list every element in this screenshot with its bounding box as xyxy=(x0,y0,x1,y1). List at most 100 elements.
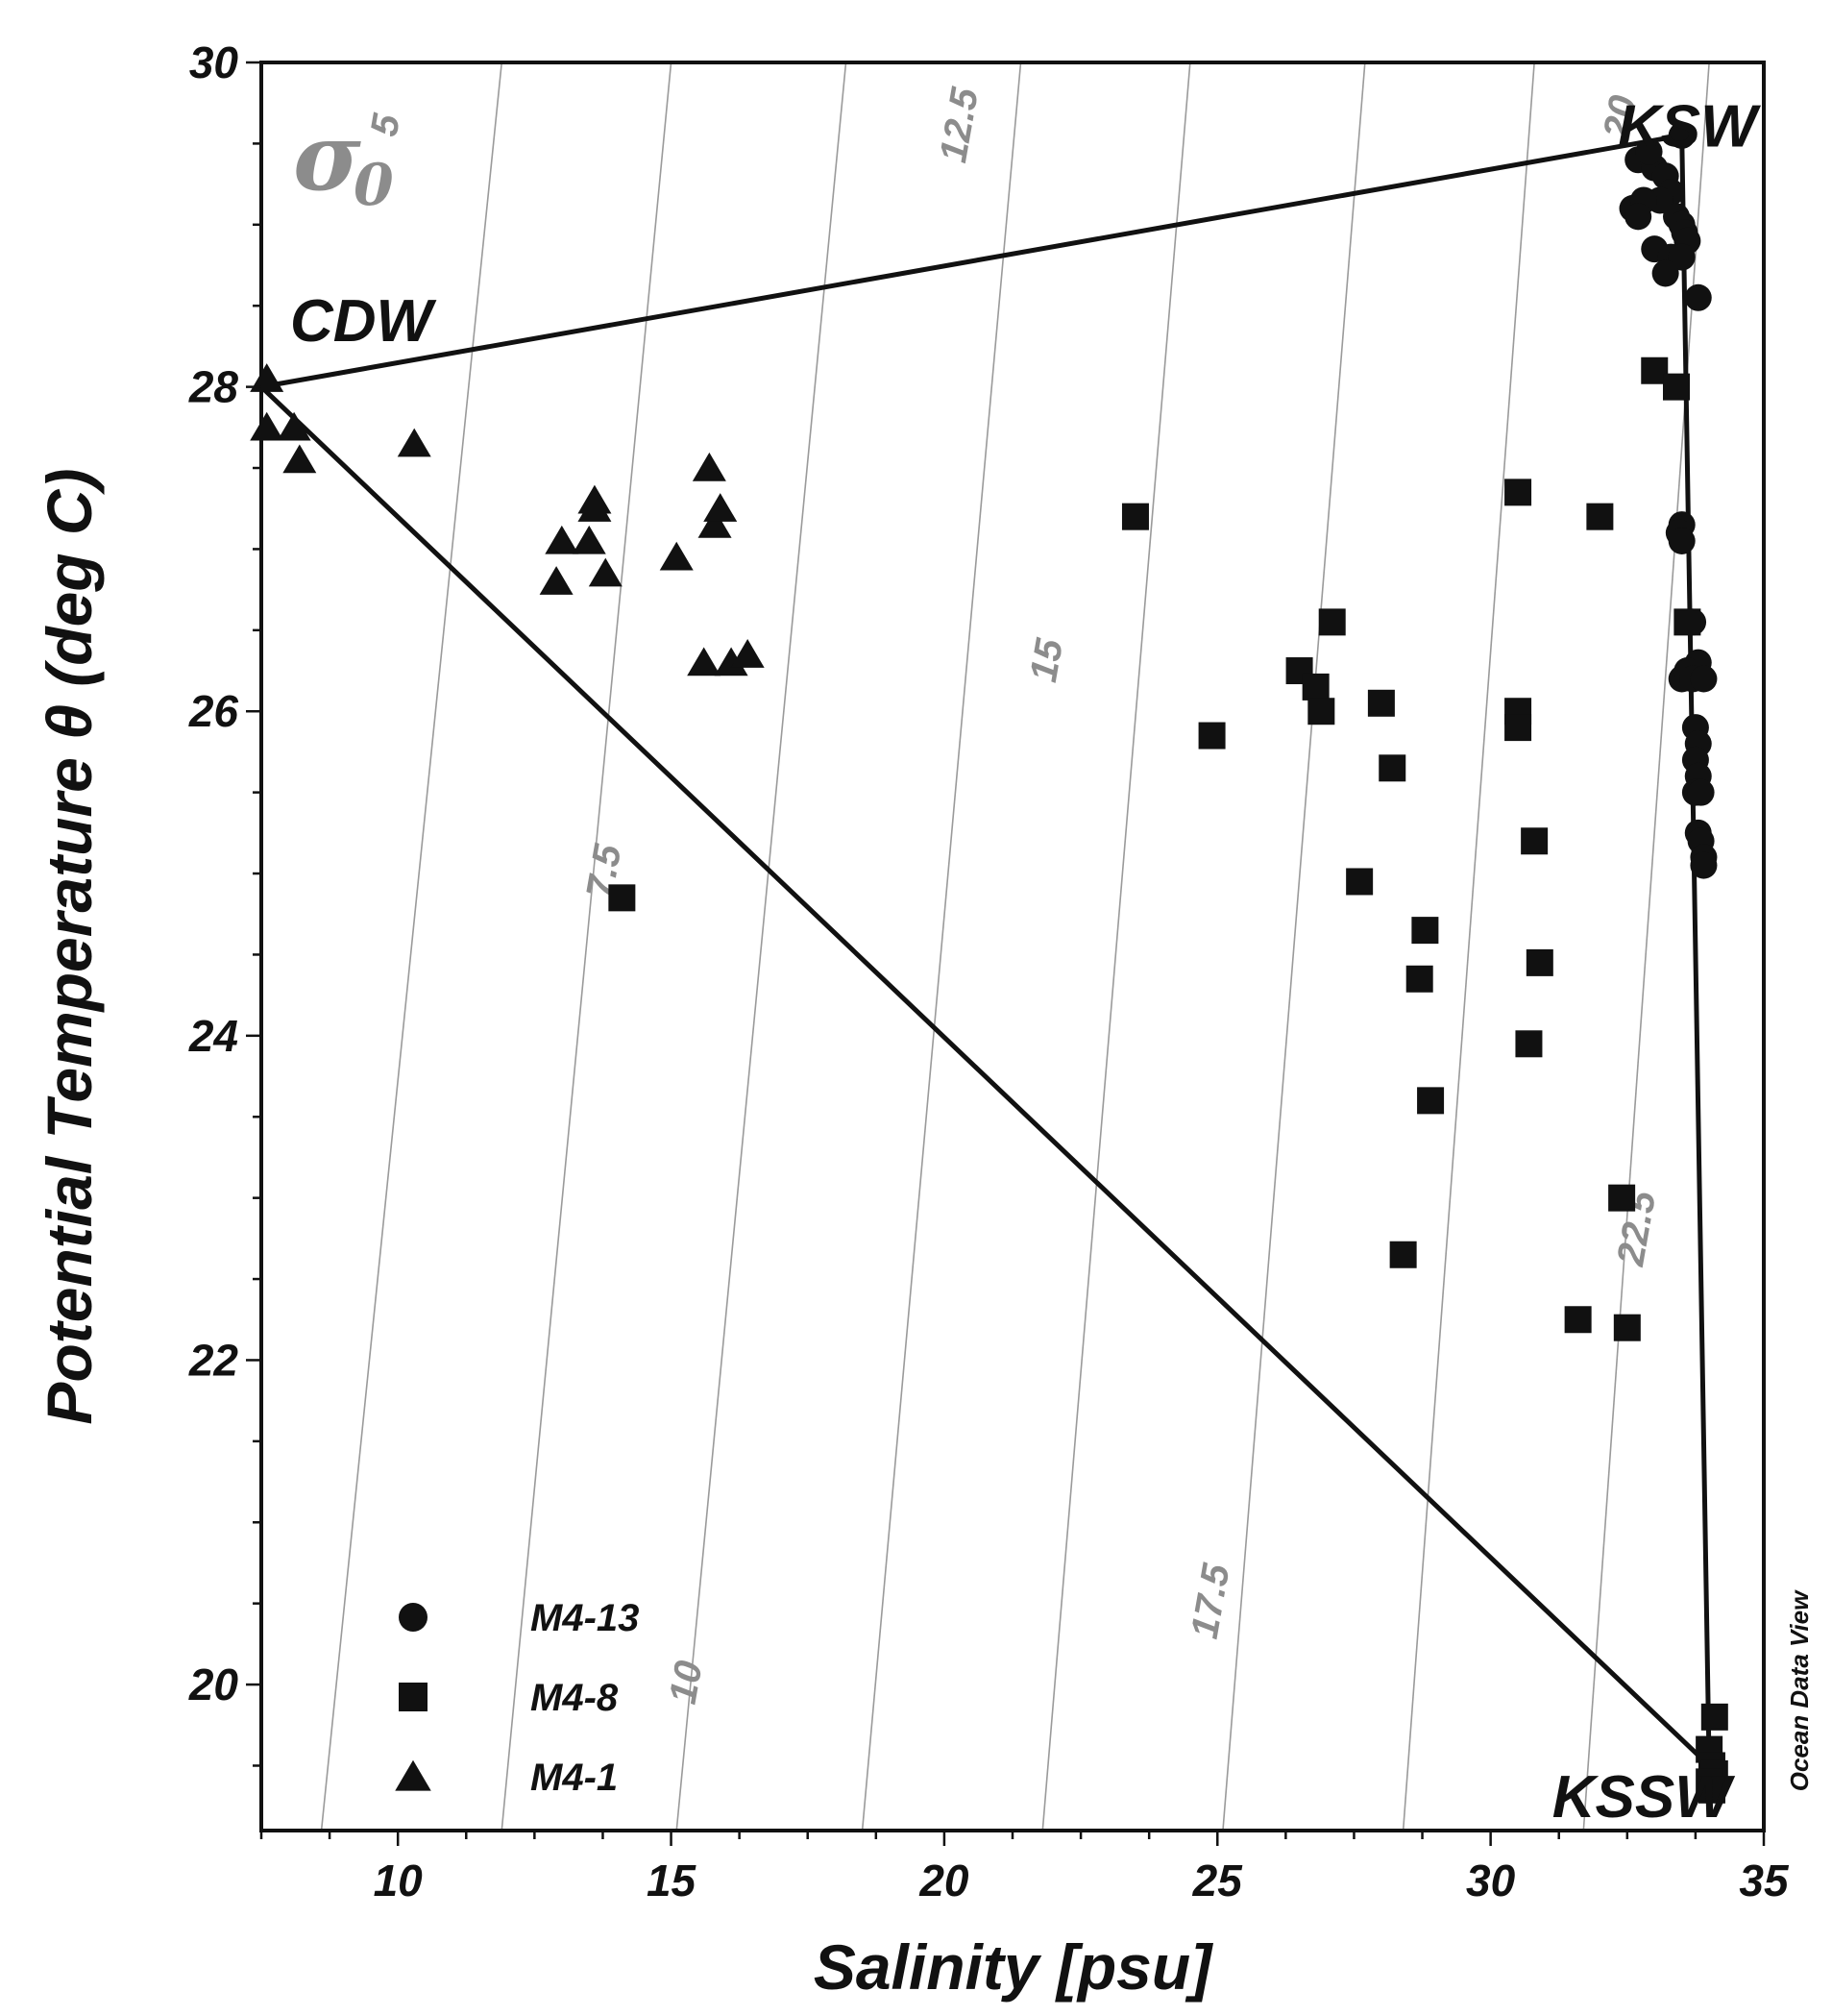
data-point xyxy=(1121,503,1149,530)
data-point xyxy=(697,509,732,538)
density-contour-1 xyxy=(501,62,672,1831)
water-mass-cdw: CDW xyxy=(290,288,437,355)
y-axis-ticks: 20 22 24 26 28 30 xyxy=(188,37,261,1767)
density-contour-label: 15 xyxy=(1022,635,1071,685)
legend-label: M4-8 xyxy=(530,1677,619,1719)
sigma-subscript: 0 xyxy=(354,152,394,219)
y-tick-label: 30 xyxy=(189,37,239,87)
data-point xyxy=(1586,503,1614,530)
data-point xyxy=(659,541,694,571)
density-contour-2 xyxy=(675,62,847,1831)
legend-marker xyxy=(399,1603,427,1632)
legend-item-M4-13: M4-13 xyxy=(399,1597,639,1639)
x-tick-label: 25 xyxy=(1192,1856,1244,1905)
data-point xyxy=(687,647,721,676)
density-contour-label: 10 xyxy=(662,1658,711,1707)
mixing-triangle xyxy=(259,133,1712,1768)
data-point xyxy=(1608,1184,1636,1212)
sigma-density-label: σ 0 xyxy=(293,103,394,219)
data-point xyxy=(730,639,765,668)
data-point xyxy=(1690,851,1718,879)
data-point xyxy=(1367,689,1395,717)
series-M4-8 xyxy=(608,356,1728,1804)
data-point xyxy=(1389,1241,1417,1268)
series-M4-1 xyxy=(250,363,765,676)
density-contour-lines xyxy=(320,62,1764,1831)
data-point xyxy=(250,363,284,392)
data-point xyxy=(703,493,738,522)
data-points xyxy=(250,121,1728,1804)
data-point xyxy=(1651,259,1679,287)
x-axis-title: Salinity [psu] xyxy=(814,1931,1213,2003)
data-point xyxy=(588,557,623,587)
data-point xyxy=(1379,754,1406,782)
density-contour-label: 20 xyxy=(1596,92,1645,142)
legend-marker xyxy=(395,1759,431,1791)
water-mass-labels: CDW KSW KSSW xyxy=(290,94,1761,1832)
data-point xyxy=(1684,283,1712,311)
data-point xyxy=(1687,778,1715,806)
x-tick-label: 30 xyxy=(1466,1856,1516,1905)
data-point xyxy=(545,525,579,554)
data-point xyxy=(250,411,284,441)
data-point xyxy=(1307,698,1335,725)
x-tick-label: 35 xyxy=(1739,1856,1790,1905)
sigma-symbol: σ xyxy=(293,103,361,211)
data-point xyxy=(1668,243,1696,271)
density-contour-0 xyxy=(320,62,503,1831)
data-point xyxy=(1411,917,1439,945)
data-point xyxy=(1673,608,1701,636)
data-point xyxy=(1564,1306,1592,1334)
data-point xyxy=(1613,1314,1641,1341)
density-contour-6 xyxy=(1402,62,1535,1831)
density-contour-4 xyxy=(1041,62,1191,1831)
data-point xyxy=(1635,137,1663,165)
legend-item-M4-8: M4-8 xyxy=(399,1677,619,1719)
data-point xyxy=(282,444,317,474)
density-contour-5 xyxy=(1222,62,1366,1831)
x-tick-label: 10 xyxy=(374,1856,424,1905)
legend-item-M4-1: M4-1 xyxy=(395,1757,618,1799)
data-point xyxy=(608,884,636,912)
mixing-line xyxy=(259,133,1712,1768)
data-point xyxy=(692,452,726,481)
data-point xyxy=(1698,1776,1725,1804)
legend: M4-13 M4-8 M4-1 xyxy=(395,1597,639,1799)
x-tick-label: 20 xyxy=(918,1856,969,1905)
data-point xyxy=(1521,827,1549,855)
data-point xyxy=(1515,1030,1543,1058)
data-point xyxy=(539,566,574,595)
data-point xyxy=(1198,722,1226,750)
data-point xyxy=(1668,121,1696,149)
x-tick-label: 15 xyxy=(647,1856,697,1905)
data-point xyxy=(1302,673,1330,701)
data-point xyxy=(1663,373,1691,401)
data-point xyxy=(714,647,748,676)
data-point xyxy=(1526,948,1553,976)
legend-label: M4-1 xyxy=(530,1757,618,1799)
y-tick-label: 26 xyxy=(188,686,239,736)
legend-label: M4-13 xyxy=(530,1597,639,1639)
ocean-data-view-watermark: Ocean Data View xyxy=(1785,1589,1814,1791)
data-point xyxy=(1417,1087,1445,1115)
y-tick-label: 28 xyxy=(188,362,239,412)
data-point xyxy=(1318,608,1346,636)
data-point xyxy=(1346,868,1374,896)
data-point xyxy=(1504,714,1532,742)
series-M4-13 xyxy=(1619,121,1718,879)
density-contour-3 xyxy=(861,62,1022,1831)
data-point xyxy=(1700,1703,1728,1731)
y-axis-title: Potential Temperature θ (deg C) xyxy=(34,468,105,1424)
water-mass-ksw: KSW xyxy=(1618,94,1761,160)
data-point xyxy=(1690,665,1718,693)
data-point xyxy=(572,525,606,554)
y-tick-label: 24 xyxy=(188,1011,238,1061)
data-point xyxy=(277,411,311,441)
legend-marker xyxy=(399,1683,427,1711)
data-point xyxy=(397,428,431,457)
y-tick-label: 22 xyxy=(188,1335,239,1385)
data-point xyxy=(1624,203,1652,231)
data-point xyxy=(1668,527,1696,554)
water-mass-kssw: KSSW xyxy=(1552,1764,1735,1831)
